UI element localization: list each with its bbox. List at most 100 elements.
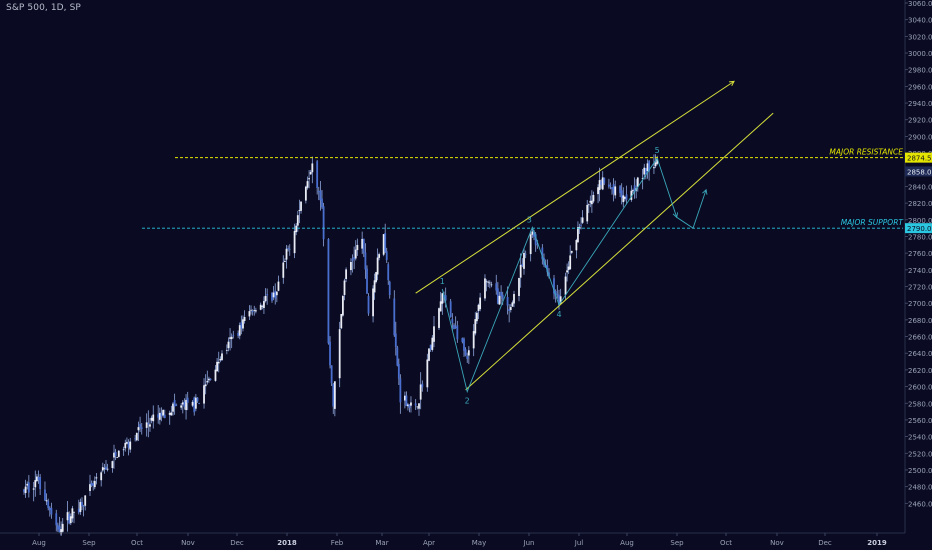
candle xyxy=(317,186,320,201)
candle-body xyxy=(48,507,51,511)
time-tick-label: Oct xyxy=(720,539,732,547)
candle-body xyxy=(185,399,187,411)
candle-body xyxy=(484,278,486,299)
time-tick-label: Aug xyxy=(32,539,46,547)
candle-body xyxy=(511,302,514,307)
candle xyxy=(329,336,331,369)
candle-body xyxy=(456,325,459,340)
candle xyxy=(590,190,593,213)
candles-layer xyxy=(23,154,659,536)
candle-body xyxy=(139,424,141,428)
candle-body xyxy=(32,488,35,490)
candle xyxy=(145,413,148,437)
candle xyxy=(24,479,27,498)
candle-body xyxy=(498,295,501,305)
candle-body xyxy=(444,295,447,301)
candle-body xyxy=(160,412,163,417)
candle-body xyxy=(237,333,240,336)
candle xyxy=(418,402,420,416)
candle-body xyxy=(410,402,412,406)
candle-body xyxy=(93,480,96,488)
candle xyxy=(410,396,412,413)
candle xyxy=(408,404,411,413)
candle-body xyxy=(345,269,348,280)
candle xyxy=(570,250,573,255)
candle xyxy=(216,357,218,372)
candle-body xyxy=(34,480,37,488)
candle xyxy=(340,313,343,330)
candle xyxy=(58,516,61,534)
time-axis[interactable]: Aug Sep Oct Nov Dec 2018 Feb Mar Apr May Jun Jul Aug… xyxy=(0,532,905,547)
candle xyxy=(394,321,397,356)
candle xyxy=(511,300,514,307)
projection-path[interactable] xyxy=(656,157,707,229)
price-tick-label: 2660.00 xyxy=(908,334,932,342)
candle xyxy=(385,247,388,263)
candle xyxy=(311,156,314,184)
candle-body xyxy=(198,403,201,404)
candle xyxy=(495,274,498,295)
candle-body xyxy=(193,397,196,413)
candle xyxy=(248,305,251,321)
candle-body xyxy=(611,187,613,190)
channel-upper-line[interactable] xyxy=(415,80,735,294)
candle-body xyxy=(461,337,464,342)
support-price-tag-text: 2790.00 xyxy=(907,225,932,233)
price-axis[interactable]: 3060.00 3040.00 3020.00 3000.00 2980.00 2960.… xyxy=(904,0,932,533)
candle xyxy=(124,439,127,452)
candle-body xyxy=(311,163,314,173)
candle-body xyxy=(181,402,184,405)
candle-body xyxy=(656,158,659,164)
resistance-price-tag-bg xyxy=(905,152,932,163)
candle-body xyxy=(641,177,644,179)
candle xyxy=(306,176,309,190)
candle xyxy=(106,463,109,472)
candle-body xyxy=(546,265,549,273)
candle-body xyxy=(309,171,312,175)
candle-body xyxy=(619,186,621,194)
candle-body xyxy=(351,258,354,261)
candle xyxy=(608,178,610,189)
candle-body xyxy=(603,177,606,184)
candle-body xyxy=(191,401,194,406)
candle xyxy=(271,292,273,303)
candle-body xyxy=(438,308,440,328)
candle-body xyxy=(60,529,62,535)
candle-body xyxy=(453,324,455,329)
support-price-tag: 2790.00 xyxy=(905,223,932,234)
candle xyxy=(332,382,335,415)
candle-body xyxy=(44,489,46,501)
candle-body xyxy=(567,266,570,270)
candle-body xyxy=(95,477,98,479)
candle-body xyxy=(343,280,346,295)
candle xyxy=(366,265,368,294)
candle-body xyxy=(463,338,465,351)
price-tick-label: 2620.00 xyxy=(908,367,932,375)
candle xyxy=(438,307,440,331)
candle-body xyxy=(330,365,333,384)
wave-label: 5 xyxy=(655,146,660,155)
wave-path[interactable] xyxy=(441,157,658,394)
candle-body xyxy=(208,378,210,381)
candle-body xyxy=(416,406,419,408)
candle xyxy=(140,423,143,435)
candle-body xyxy=(106,468,109,470)
channel-lower-line[interactable] xyxy=(465,112,774,391)
candle-body xyxy=(501,294,504,299)
candle-body xyxy=(496,288,499,304)
candle xyxy=(135,432,138,442)
candle xyxy=(168,410,171,425)
wave-label: 3 xyxy=(527,215,532,224)
candle xyxy=(506,286,509,315)
candle-body xyxy=(648,161,650,172)
candle-body xyxy=(431,337,434,350)
candle xyxy=(361,231,364,255)
candle-body xyxy=(248,311,251,317)
candle xyxy=(227,337,230,352)
candle-body xyxy=(175,404,178,406)
candle xyxy=(181,400,184,414)
candle-body xyxy=(58,526,61,533)
candle xyxy=(524,250,527,259)
candle-body xyxy=(421,383,424,388)
